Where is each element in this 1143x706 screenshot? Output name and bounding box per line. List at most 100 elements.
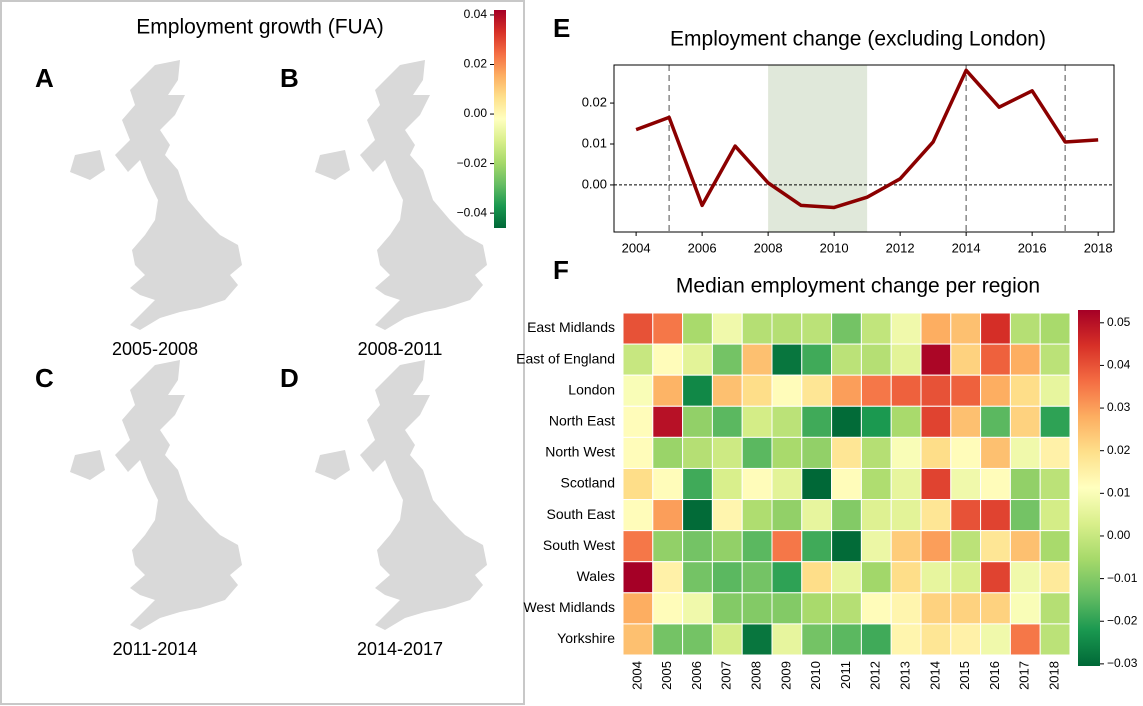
heatmap-cell	[771, 623, 803, 656]
colorbar	[1078, 310, 1100, 666]
heatmap-cell	[831, 374, 862, 407]
heatmap-cell	[652, 374, 684, 407]
heatmap-cell	[950, 312, 982, 345]
heatmap-cell	[1009, 623, 1041, 656]
heatmap-cell	[920, 436, 952, 469]
heatmap-cell	[980, 592, 1011, 625]
heatmap-cell	[920, 623, 952, 656]
heatmap-cell	[622, 467, 654, 501]
heatmap-cell	[771, 374, 803, 407]
row-label: South West	[543, 537, 615, 553]
heatmap-cell	[950, 561, 982, 594]
heatmap-cell	[980, 499, 1011, 532]
heatmap-cell	[1009, 467, 1041, 501]
heatmap-cell	[801, 467, 833, 501]
uk-map	[315, 360, 487, 630]
column-label: 2007	[719, 661, 734, 690]
heatmap-cell	[860, 312, 892, 345]
heatmap-cell	[801, 499, 833, 532]
heatmap-cell	[682, 592, 713, 625]
heatmap-cell	[831, 530, 862, 563]
colorbar-tick-label: −0.04	[457, 205, 488, 219]
heatmap-cell	[682, 561, 713, 594]
heatmap-cell	[741, 623, 773, 656]
heatmap-cell	[741, 592, 773, 625]
heatmap-cell	[831, 592, 862, 625]
y-tick-label: 0.00	[582, 176, 607, 191]
uk-map	[70, 360, 242, 630]
heatmap-cell	[950, 436, 982, 469]
x-tick-label: 2006	[688, 240, 717, 255]
heatmap-cell	[801, 623, 833, 656]
heatmap-cell	[950, 530, 982, 563]
heatmap-cell	[1039, 623, 1071, 656]
heatmap-cell	[1039, 343, 1071, 376]
heatmap-cell	[980, 405, 1011, 438]
heatmap-cell	[950, 592, 982, 625]
heatmap-cell	[831, 405, 862, 438]
panel-letter: E	[553, 13, 570, 43]
heatmap-cell	[1039, 436, 1071, 469]
heatmap-cell	[980, 374, 1011, 407]
colorbar-tick-label: 0.05	[1107, 315, 1131, 329]
heatmap-cell	[890, 623, 922, 656]
heatmap-cell	[860, 405, 892, 438]
heatmap-cell	[801, 405, 833, 438]
heatmap-cell	[890, 405, 922, 438]
heatmap-cell	[920, 561, 952, 594]
heatmap-cell	[890, 467, 922, 501]
colorbar-tick-label: 0.01	[1107, 486, 1131, 500]
heatmap-cell	[652, 623, 684, 656]
heatmap-cell	[1009, 374, 1041, 407]
heatmap-cell	[950, 374, 982, 407]
heatmap-cell	[622, 530, 654, 563]
column-label: 2013	[898, 661, 913, 690]
heatmap-cell	[1009, 436, 1041, 469]
x-tick-label: 2018	[1084, 240, 1113, 255]
panel-letter: D	[280, 363, 299, 393]
colorbar-tick-label: 0.04	[1107, 358, 1131, 372]
chart-title: Median employment change per region	[676, 275, 1040, 298]
heatmap-cell	[980, 561, 1011, 594]
panel-letter: A	[35, 63, 54, 93]
heatmap-cell	[652, 405, 684, 438]
row-label: Scotland	[561, 475, 615, 491]
heatmap-cell	[771, 561, 803, 594]
column-label: 2017	[1017, 661, 1032, 690]
heatmap-cell	[682, 374, 713, 407]
heatmap-cell	[741, 405, 773, 438]
x-tick-label: 2014	[952, 240, 981, 255]
heatmap-cell	[741, 436, 773, 469]
heatmap-cell	[741, 312, 773, 345]
colorbar-tick-label: 0.00	[464, 106, 488, 120]
heatmap-cell	[950, 499, 982, 532]
heatmap-cell	[652, 530, 684, 563]
heatmap-cell	[801, 530, 833, 563]
heatmap-cell	[890, 374, 922, 407]
column-label: 2012	[868, 661, 883, 690]
row-label: East of England	[516, 350, 615, 366]
y-tick-label: 0.02	[582, 95, 607, 110]
heatmap-cell	[950, 343, 982, 376]
heatmap-cell	[622, 374, 654, 407]
heatmap-cell	[860, 530, 892, 563]
heatmap-cell	[711, 561, 743, 594]
heatmap-cell	[860, 343, 892, 376]
heatmap-cell	[622, 561, 654, 594]
heatmap-cell	[831, 343, 862, 376]
heatmap-cell	[1039, 530, 1071, 563]
heatmap-cell	[890, 561, 922, 594]
heatmap-cell	[890, 592, 922, 625]
heatmap-cell	[622, 405, 654, 438]
heatmap-cell	[920, 374, 952, 407]
colorbar	[494, 10, 506, 228]
column-label: 2009	[778, 661, 793, 690]
row-label: West Midlands	[523, 599, 615, 615]
heatmap-cell	[622, 623, 654, 656]
colorbar-tick-label: 0.04	[464, 7, 488, 21]
heatmap-cell	[980, 436, 1011, 469]
map-caption: 2011-2014	[113, 639, 198, 659]
heatmap-cell	[1009, 499, 1041, 532]
heatmap-cell	[711, 623, 743, 656]
x-tick-label: 2004	[622, 240, 651, 255]
